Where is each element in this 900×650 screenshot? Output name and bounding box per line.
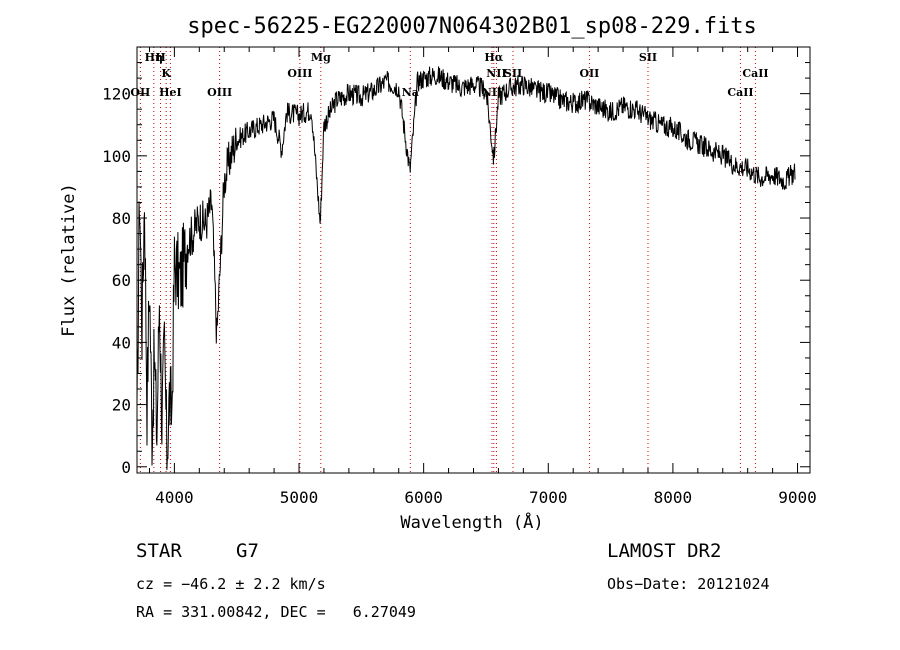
spectral-line-label: NII xyxy=(482,86,502,99)
spectrum-line xyxy=(136,66,796,470)
survey-name: LAMOST DR2 xyxy=(607,540,722,562)
spectral-line-label: OIII xyxy=(207,86,232,99)
y-tick-label: 40 xyxy=(112,333,131,352)
y-axis-label: Flux (relative) xyxy=(59,183,79,337)
spectral-line-label: NII xyxy=(486,67,506,80)
spectral-line-label: H xyxy=(155,51,165,64)
spectral-line-markers xyxy=(139,47,756,473)
object-subclass: G7 xyxy=(236,540,259,562)
spectral-line-label: Hη xyxy=(145,51,163,64)
y-tick-label: 60 xyxy=(112,271,131,290)
x-axis-label: Wavelength (Å) xyxy=(400,511,543,533)
x-tick-label: 6000 xyxy=(404,488,443,507)
spectral-line-label: Na xyxy=(402,86,419,99)
spectral-line-label: CaII xyxy=(742,67,768,80)
axis-ticks: 4000 5000 6000 7000 8000 9000 0 20 40 60 80 100 120 xyxy=(102,46,817,507)
x-tick-label: 7000 xyxy=(529,488,568,507)
spectral-line-label: Mg xyxy=(311,51,331,64)
spectral-line-label: SII xyxy=(639,51,657,64)
x-tick-label: 9000 xyxy=(778,488,817,507)
x-tick-label: 4000 xyxy=(155,488,194,507)
y-tick-label: 20 xyxy=(112,396,131,415)
spectral-line-label: OII xyxy=(579,67,599,80)
spectral-line-label: OII xyxy=(130,86,150,99)
y-tick-label: 0 xyxy=(121,458,131,477)
observation-date: Obs−Date: 20121024 xyxy=(607,575,770,593)
spectral-line-label: CaII xyxy=(727,86,753,99)
y-tick-label: 80 xyxy=(112,209,131,228)
redshift-cz: cz = −46.2 ± 2.2 km/s xyxy=(136,575,326,593)
x-tick-label: 5000 xyxy=(280,488,319,507)
spectral-line-label: OIII xyxy=(287,67,312,80)
chart-title: spec-56225-EG220007N064302B01_sp08-229.f… xyxy=(187,14,757,39)
spectral-line-label: HeI xyxy=(159,86,182,99)
plot-frame xyxy=(136,46,811,474)
object-class: STAR xyxy=(136,540,182,562)
spectrum-trace-group xyxy=(136,66,796,470)
y-tick-label: 120 xyxy=(102,85,131,104)
spectral-line-label: Hα xyxy=(484,51,503,64)
x-tick-label: 8000 xyxy=(654,488,693,507)
y-tick-label: 100 xyxy=(102,147,131,166)
spectral-line-label: SII xyxy=(504,67,522,80)
coordinates: RA = 331.00842, DEC = 6.27049 xyxy=(136,603,416,621)
spectral-line-label: K xyxy=(161,67,171,80)
